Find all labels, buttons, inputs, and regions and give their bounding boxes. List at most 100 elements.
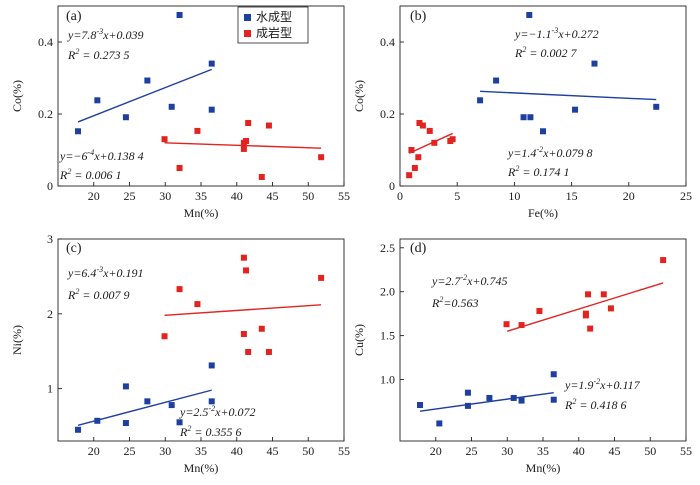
data-point — [243, 138, 250, 144]
data-point — [122, 420, 129, 427]
data-point — [122, 114, 129, 121]
regression-line — [164, 142, 322, 149]
data-point — [572, 106, 579, 113]
data-point — [526, 12, 533, 18]
x-tick-label: 35 — [537, 444, 549, 458]
equation-label-base: y=2.7 — [431, 274, 461, 288]
data-point — [168, 103, 175, 110]
x-tick-label: 30 — [159, 189, 171, 203]
r-squared-label-sup: 2 — [439, 295, 443, 304]
x-tick-label: 40 — [231, 189, 243, 203]
x-tick-label: 15 — [566, 189, 578, 203]
data-point — [527, 114, 534, 121]
equation-label-sup: -3 — [96, 27, 103, 36]
x-tick-label: 45 — [267, 189, 279, 203]
data-point — [408, 147, 415, 153]
data-point — [94, 97, 101, 104]
equation-label: y=1.4-2x+0.079 8 — [507, 145, 593, 160]
equation-label: y=2.5-2x+0.072 — [179, 404, 256, 419]
data-point — [587, 325, 594, 332]
equation-label-rest: x+0.079 8 — [542, 146, 592, 160]
r-squared-label-rest: = 0.273 5 — [79, 48, 129, 62]
data-point — [600, 291, 607, 298]
data-point — [75, 426, 82, 433]
equation-label-sup: -2 — [593, 377, 600, 386]
panel-label: (b) — [410, 9, 427, 24]
panel-label: (a) — [66, 9, 82, 24]
data-point — [240, 331, 247, 338]
equation-label-sup: -2 — [536, 145, 543, 154]
data-point — [417, 401, 424, 408]
data-point — [265, 122, 272, 129]
panel-c: 20 25 30 35 40 45 50 55123Mn(%)Ni(%)(c)y=6.4-3x… — [10, 232, 350, 475]
data-point — [426, 127, 433, 134]
data-point — [240, 254, 247, 261]
y-tick-label: 2 — [47, 307, 53, 321]
r-squared-label-base: R — [67, 288, 76, 302]
x-tick-label: 30 — [501, 444, 513, 458]
series-diagenetic: y=1.4-2x+0.079 8 R2 = 0.174 1 — [406, 120, 593, 179]
data-point — [419, 122, 426, 129]
x-tick-label: 45 — [267, 444, 279, 458]
equation-label-base: y=1.9 — [564, 378, 593, 392]
regression-line — [77, 389, 212, 426]
data-point — [161, 333, 168, 340]
r-squared-label-rest: = 0.007 9 — [79, 288, 129, 302]
x-axis-title: Mn(%) — [184, 461, 219, 475]
r-squared-label-sup: 2 — [75, 287, 79, 296]
series-diagenetic: y=6.4-3x+0.191 R2 = 0.007 9 — [67, 254, 325, 355]
equation-label-rest: x+0.039 — [102, 28, 143, 42]
series-hydrogenetic: y=1.9-2x+0.117 R2 = 0.418 6 — [417, 371, 641, 427]
series-hydrogenetic: y=−1.1-3x+0.272 R2 = 0.002 7 — [477, 12, 660, 135]
legend-swatch — [244, 14, 251, 21]
data-point — [245, 348, 252, 355]
regression-line — [77, 68, 212, 123]
r-squared-label-sup: 2 — [572, 397, 576, 406]
regression-line — [419, 392, 554, 412]
data-point — [464, 402, 471, 409]
r-squared-label-base: R — [564, 398, 573, 412]
r-squared-label-sup: 2 — [187, 424, 191, 433]
data-point — [406, 172, 413, 179]
equation-label-rest: x+0.117 — [599, 378, 641, 392]
data-point — [240, 145, 247, 152]
data-point — [550, 371, 557, 378]
equation-label-rest: x+0.745 — [466, 274, 507, 288]
legend-label: 成岩型 — [256, 25, 292, 40]
data-point — [176, 419, 183, 426]
data-point — [194, 301, 201, 308]
x-axis-title: Fe(%) — [528, 206, 558, 220]
equation-label-base: y=2.5 — [179, 405, 208, 419]
equation-label-rest: x+0.191 — [102, 266, 143, 280]
data-point — [75, 128, 82, 135]
data-point — [318, 154, 325, 161]
x-tick-label: 20 — [623, 189, 635, 203]
r-squared-label-base: R — [514, 46, 523, 60]
regression-line — [408, 132, 453, 154]
equation-label: y=−1.1-3x+0.272 — [514, 26, 599, 41]
x-axis-title: Mn(%) — [184, 206, 219, 220]
x-tick-label: 55 — [680, 444, 692, 458]
y-axis-title: Ni(%) — [10, 325, 24, 355]
x-tick-label: 40 — [231, 444, 243, 458]
x-tick-label: 10 — [508, 189, 520, 203]
equation-label-base: y=−1.1 — [514, 27, 552, 41]
x-tick-label: 0 — [397, 189, 403, 203]
y-axis-title: Cu(%) — [352, 324, 366, 356]
data-point — [415, 154, 422, 161]
y-tick-label: 3 — [47, 232, 53, 246]
x-tick-label: 55 — [338, 189, 350, 203]
data-point — [518, 397, 525, 404]
data-point — [208, 106, 215, 113]
panel-a: 20 25 30 35 40 45 50 5500.20.4Mn(%)Co(%)(a)y=7.… — [10, 5, 350, 220]
regression-line — [164, 304, 322, 317]
x-tick-label: 25 — [466, 444, 478, 458]
r-squared-label-sup: 2 — [75, 47, 79, 56]
y-tick-label: 1 — [47, 382, 53, 396]
x-tick-label: 45 — [609, 444, 621, 458]
equation-label: y=7.8-3x+0.039 — [67, 27, 144, 42]
equation-label: y=2.7-2x+0.745 — [431, 273, 508, 288]
r-squared-label: R2 = 0.006 1 — [59, 167, 121, 182]
panel-d: 20 25 30 35 40 45 50 55 1.0 1.5 2.0 2.5 Mn(%) Cu(%) (d… — [352, 238, 692, 475]
